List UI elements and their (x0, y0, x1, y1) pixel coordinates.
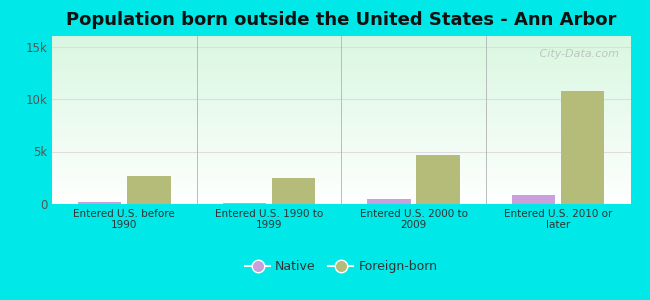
Bar (367, 199, 411, 204)
Bar (78, 202, 122, 204)
Bar (272, 178, 315, 204)
Legend: Native, Foreign-born: Native, Foreign-born (240, 255, 442, 278)
Bar (223, 202, 266, 204)
Bar (512, 195, 555, 204)
Bar (127, 176, 170, 204)
Bar (561, 91, 605, 204)
Bar (417, 155, 460, 204)
Title: Population born outside the United States - Ann Arbor: Population born outside the United State… (66, 11, 616, 29)
Text: City-Data.com: City-Data.com (529, 50, 619, 59)
